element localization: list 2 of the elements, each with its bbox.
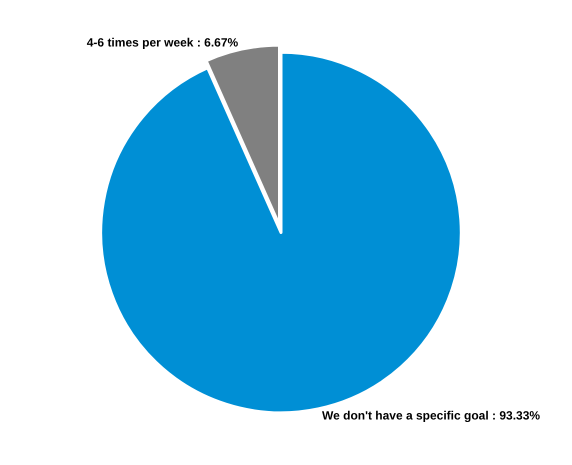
slice-label: We don't have a specific goal : 93.33%: [322, 408, 540, 423]
slice-label: 4-6 times per week : 6.67%: [86, 35, 238, 50]
